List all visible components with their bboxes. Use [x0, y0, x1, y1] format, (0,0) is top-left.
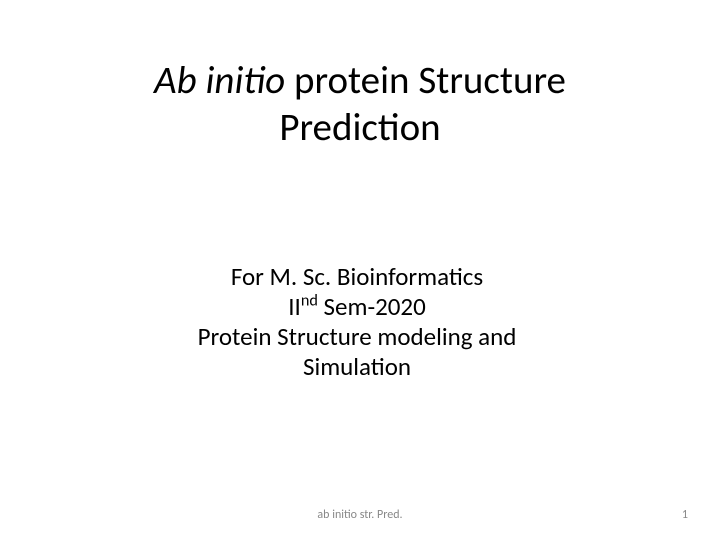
subtitle-line-4: Simulation — [132, 352, 582, 382]
title-line-2: Prediction — [90, 105, 630, 152]
title-line-1: Ab initio protein Structure — [90, 58, 630, 105]
subtitle-line-3: Protein Structure modeling and — [132, 322, 582, 352]
slide: Ab initio protein Structure Prediction F… — [0, 0, 720, 540]
subtitle-line2-prefix: II — [288, 291, 301, 322]
title-rest: protein Structure — [285, 57, 566, 104]
subtitle-line-1: For M. Sc. Bioinformatics — [132, 262, 582, 292]
subtitle-line2-sup: nd — [301, 292, 318, 311]
subtitle-line-2: IInd Sem-2020 — [132, 292, 582, 322]
page-number: 1 — [682, 508, 688, 522]
subtitle-block: For M. Sc. Bioinformatics IInd Sem-2020 … — [132, 262, 582, 382]
title-italic: Ab initio — [154, 57, 285, 104]
subtitle-line2-rest: Sem-2020 — [318, 291, 426, 322]
title-block: Ab initio protein Structure Prediction — [90, 58, 630, 152]
footer-center: ab initio str. Pred. — [0, 508, 720, 522]
